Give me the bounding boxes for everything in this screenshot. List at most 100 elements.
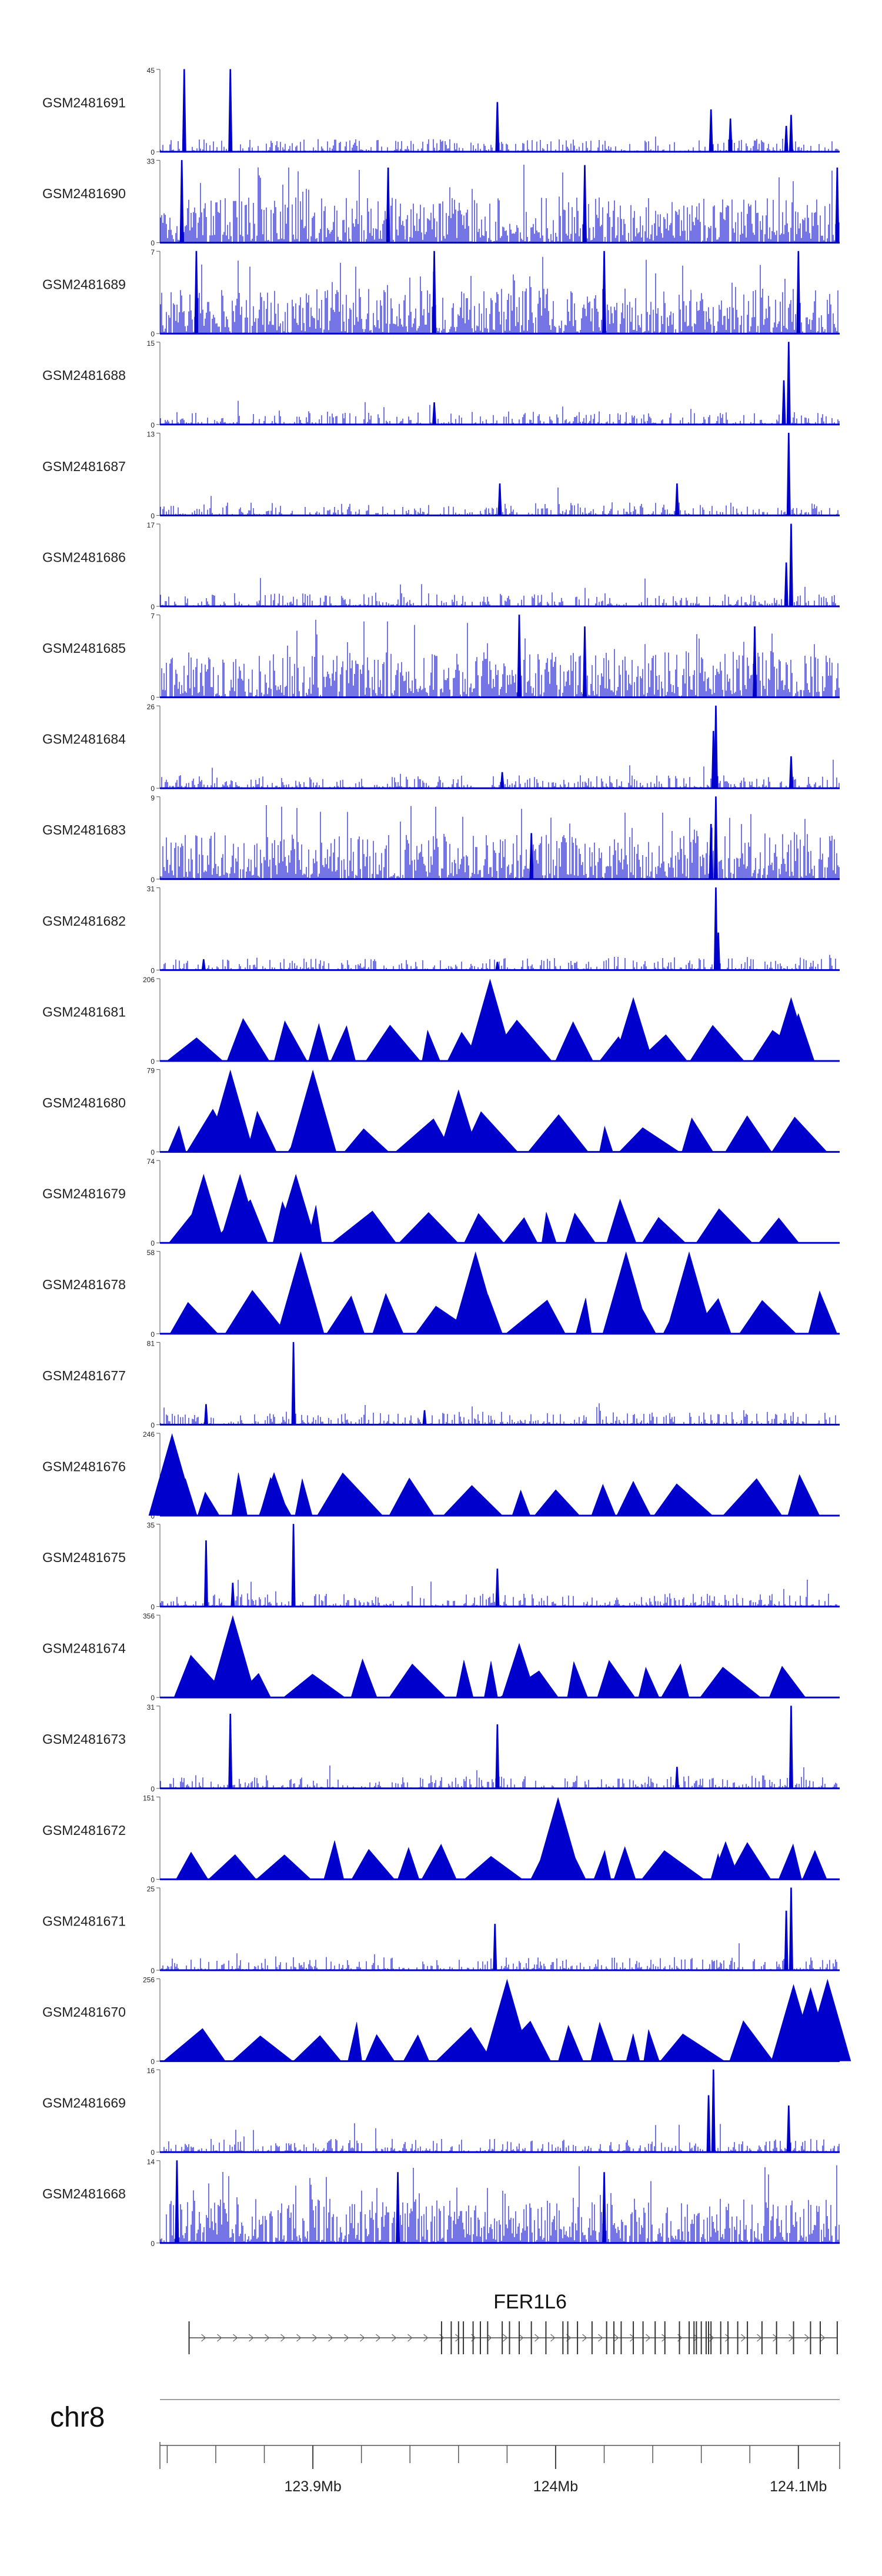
peak-3	[500, 772, 505, 789]
track-label: GSM2481671	[42, 1913, 126, 1928]
peak-1	[259, 1472, 289, 1516]
peak-1	[709, 823, 713, 880]
coverage-tracks: GSM2481691450GSM2481690330GSM248168970GS…	[42, 66, 851, 2248]
coverage-signal	[168, 1109, 828, 1152]
peak-0	[483, 1978, 531, 2061]
peak-1	[781, 380, 786, 425]
peak-2	[529, 833, 534, 880]
coverage-signal	[160, 401, 840, 425]
coverage-signal	[161, 759, 840, 789]
peak-2	[432, 402, 437, 425]
y-max-label: 14	[147, 2158, 155, 2166]
track-GSM2481689: GSM2481689 7 0	[42, 248, 840, 338]
peak-1	[289, 1069, 337, 1152]
peak-1	[711, 730, 716, 789]
peak-0	[277, 1251, 325, 1334]
y-min-label: 0	[151, 512, 155, 520]
track-label: GSM2481673	[42, 1731, 126, 1747]
genome-axis: chr8 123.9Mb 124Mb 124.1Mb	[50, 2399, 840, 2495]
coverage-signal	[160, 2165, 840, 2243]
track-label: GSM2481685	[42, 640, 126, 656]
peak-0	[183, 1173, 225, 1243]
gene-annotation-track: FER1L6	[188, 2291, 838, 2354]
peak-0	[789, 1887, 793, 1971]
y-min-label: 0	[151, 148, 155, 156]
track-GSM2481679: GSM2481679 74 0	[42, 1157, 840, 1247]
peak-2	[602, 2172, 607, 2244]
y-max-label: 25	[147, 1885, 155, 1893]
peak-1	[711, 1841, 740, 1880]
peak-1	[784, 1910, 789, 1971]
track-label: GSM2481690	[42, 186, 126, 201]
y-min-label: 0	[151, 1421, 155, 1429]
peak-1	[228, 1713, 233, 1789]
track-GSM2481687: GSM2481687 13 0	[42, 430, 840, 520]
peak-2	[439, 1089, 478, 1152]
y-max-label: 16	[147, 2067, 155, 2075]
peak-2	[495, 102, 500, 152]
tick-label-2: 124.1Mb	[770, 2478, 827, 2495]
peak-1	[228, 69, 233, 152]
peak-2	[422, 1410, 427, 1425]
peak-1	[582, 626, 587, 698]
track-GSM2481683: GSM2481683 9 0	[42, 794, 840, 884]
track-GSM2481668: GSM2481668 14 0	[42, 2158, 840, 2248]
tick-label-1: 124Mb	[533, 2478, 578, 2495]
track-GSM2481681: GSM2481681 206 0	[42, 976, 840, 1066]
track-label: GSM2481672	[42, 1823, 126, 1838]
y-max-label: 9	[151, 794, 155, 802]
tick-label-0: 123.9Mb	[284, 2478, 341, 2495]
track-label: GSM2481675	[42, 1550, 126, 1565]
y-max-label: 33	[147, 158, 155, 166]
y-min-label: 0	[151, 603, 155, 611]
y-max-label: 151	[143, 1794, 155, 1802]
peak-0	[517, 615, 522, 698]
y-min-label: 0	[151, 1330, 155, 1339]
peak-0	[194, 251, 199, 334]
peak-3	[835, 167, 840, 243]
strand-arrows	[201, 2334, 826, 2342]
track-label: GSM2481680	[42, 1095, 126, 1110]
peak-1	[706, 2095, 711, 2153]
peak-1	[452, 1251, 499, 1334]
peak-0	[786, 432, 791, 516]
coverage-signal	[162, 2020, 831, 2061]
track-GSM2481682: GSM2481682 31 0	[42, 885, 840, 975]
peak-2	[493, 1924, 497, 1971]
peak-2	[495, 1724, 500, 1789]
coverage-signal	[173, 1654, 806, 1698]
coverage-signal	[160, 1579, 837, 1607]
peak-0	[179, 160, 184, 243]
peak-0	[182, 69, 186, 152]
peak-0	[291, 1342, 296, 1425]
track-GSM2481669: GSM2481669 16 0	[42, 2067, 840, 2157]
y-min-label: 0	[151, 1876, 155, 1884]
peak-2	[752, 626, 757, 698]
y-min-label: 0	[151, 694, 155, 702]
track-label: GSM2481688	[42, 368, 126, 383]
track-label: GSM2481683	[42, 822, 126, 837]
y-max-label: 79	[147, 1067, 155, 1075]
y-max-label: 45	[147, 66, 155, 75]
peak-2	[789, 756, 793, 789]
track-GSM2481675: GSM2481675 35 0	[42, 1521, 840, 1611]
gene-name: FER1L6	[493, 2291, 567, 2313]
track-GSM2481671: GSM2481671 25 0	[42, 1885, 840, 1975]
y-min-label: 0	[151, 239, 155, 248]
track-label: GSM2481691	[42, 95, 126, 110]
y-min-label: 0	[151, 421, 155, 429]
track-GSM2481674: GSM2481674 356 0	[42, 1612, 840, 1702]
peak-0	[466, 979, 514, 1061]
coverage-signal	[162, 955, 836, 970]
peak-2	[495, 1569, 500, 1607]
coverage-signal	[163, 2123, 840, 2153]
track-label: GSM2481678	[42, 1277, 126, 1292]
y-min-label: 0	[151, 876, 155, 884]
track-GSM2481676: GSM2481676 246 0	[42, 1430, 840, 1520]
track-GSM2481677: GSM2481677 81 0	[42, 1339, 840, 1429]
peak-1	[203, 1540, 208, 1607]
y-max-label: 26	[147, 703, 155, 711]
y-max-label: 7	[151, 612, 155, 620]
peak-1	[502, 1643, 537, 1698]
